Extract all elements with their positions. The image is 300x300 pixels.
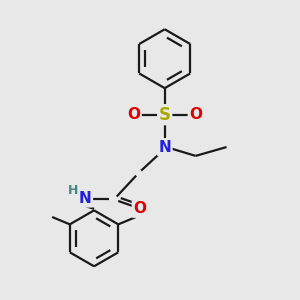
Text: O: O: [189, 107, 202, 122]
Text: S: S: [159, 106, 171, 124]
Text: H: H: [68, 184, 78, 197]
Text: N: N: [158, 140, 171, 154]
Text: O: O: [127, 107, 140, 122]
Text: O: O: [133, 201, 146, 216]
Text: N: N: [79, 191, 92, 206]
